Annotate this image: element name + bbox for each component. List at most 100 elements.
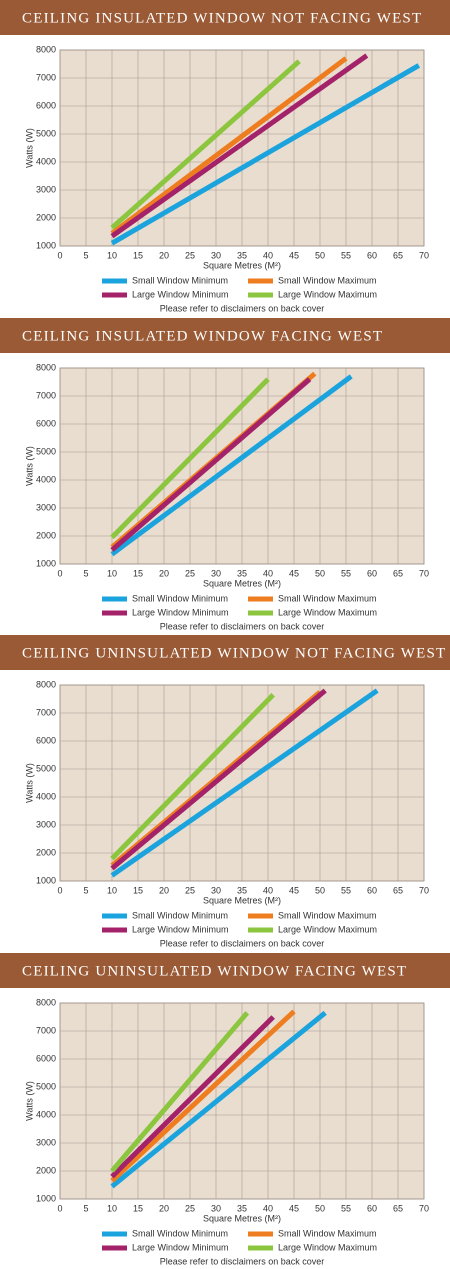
x-tick-label: 45 <box>289 568 299 578</box>
y-tick-label: 3000 <box>36 819 56 829</box>
y-tick-label: 2000 <box>36 212 56 222</box>
series-line <box>110 1010 327 1189</box>
x-tick-label: 5 <box>83 568 88 578</box>
x-tick-label: 20 <box>159 885 169 895</box>
series-line <box>110 377 312 552</box>
x-tick-label: 15 <box>133 885 143 895</box>
x-tick-label: 10 <box>107 1203 117 1213</box>
y-tick-label: 4000 <box>36 474 56 484</box>
x-axis-label: Square Metres (M²) <box>203 1213 281 1223</box>
x-tick-label: 45 <box>289 250 299 260</box>
x-axis-label: Square Metres (M²) <box>203 260 281 270</box>
x-tick-label: 5 <box>83 250 88 260</box>
x-tick-label: 65 <box>393 250 403 260</box>
x-tick-label: 0 <box>57 885 62 895</box>
chart-title: CEILING UNINSULATED WINDOW FACING WEST <box>22 963 407 979</box>
x-tick-label: 55 <box>341 568 351 578</box>
x-tick-label: 60 <box>367 1203 377 1213</box>
x-tick-label: 40 <box>263 885 273 895</box>
chart-note: Please refer to disclaimers on back cove… <box>160 1256 325 1266</box>
legend-label: Small Window Maximum <box>278 910 377 920</box>
x-tick-label: 15 <box>133 568 143 578</box>
legend-label: Large Window Maximum <box>278 1242 377 1252</box>
x-tick-label: 10 <box>107 568 117 578</box>
x-tick-label: 50 <box>315 250 325 260</box>
x-tick-label: 45 <box>289 1203 299 1213</box>
x-tick-label: 20 <box>159 250 169 260</box>
x-tick-label: 35 <box>237 568 247 578</box>
y-tick-label: 4000 <box>36 1109 56 1119</box>
legend-label: Large Window Minimum <box>132 607 229 617</box>
y-axis-label: Watts (W) <box>24 128 34 168</box>
x-tick-label: 15 <box>133 1203 143 1213</box>
legend-label: Small Window Maximum <box>278 593 377 603</box>
x-tick-label: 20 <box>159 1203 169 1213</box>
y-tick-label: 6000 <box>36 1053 56 1063</box>
series-line <box>110 1015 275 1179</box>
x-tick-label: 30 <box>211 1203 221 1213</box>
x-tick-label: 25 <box>185 568 195 578</box>
y-tick-label: 1000 <box>36 558 56 568</box>
y-tick-label: 6000 <box>36 418 56 428</box>
y-tick-label: 5000 <box>36 1081 56 1091</box>
legend-label: Small Window Minimum <box>132 910 228 920</box>
x-tick-label: 30 <box>211 885 221 895</box>
y-tick-label: 7000 <box>36 72 56 82</box>
x-tick-label: 60 <box>367 568 377 578</box>
x-tick-label: 0 <box>57 568 62 578</box>
legend-label: Small Window Minimum <box>132 275 228 285</box>
y-axis-label: Watts (W) <box>24 1081 34 1121</box>
legend-label: Large Window Maximum <box>278 607 377 617</box>
y-tick-label: 4000 <box>36 156 56 166</box>
x-tick-label: 70 <box>419 250 429 260</box>
x-tick-label: 60 <box>367 885 377 895</box>
y-tick-label: 1000 <box>36 1193 56 1203</box>
legend-label: Small Window Minimum <box>132 593 228 603</box>
chart-title: CEILING UNINSULATED WINDOW NOT FACING WE… <box>22 645 446 661</box>
x-tick-label: 5 <box>83 1203 88 1213</box>
series-line <box>110 688 379 878</box>
x-tick-label: 70 <box>419 885 429 895</box>
y-tick-label: 8000 <box>36 362 56 372</box>
legend-label: Large Window Maximum <box>278 924 377 934</box>
x-tick-label: 25 <box>185 250 195 260</box>
legend-label: Large Window Minimum <box>132 289 229 299</box>
x-tick-label: 0 <box>57 1203 62 1213</box>
y-tick-label: 3000 <box>36 1137 56 1147</box>
y-tick-label: 8000 <box>36 44 56 54</box>
chart-note: Please refer to disclaimers on back cove… <box>160 621 325 631</box>
legend-label: Large Window Maximum <box>278 289 377 299</box>
legend-label: Small Window Maximum <box>278 275 377 285</box>
x-tick-label: 70 <box>419 1203 429 1213</box>
y-tick-label: 5000 <box>36 763 56 773</box>
y-tick-label: 2000 <box>36 530 56 540</box>
series-line <box>110 377 270 540</box>
y-tick-label: 1000 <box>36 240 56 250</box>
x-tick-label: 55 <box>341 885 351 895</box>
chart-note: Please refer to disclaimers on back cove… <box>160 938 325 948</box>
y-tick-label: 3000 <box>36 184 56 194</box>
y-tick-label: 7000 <box>36 1025 56 1035</box>
x-tick-label: 10 <box>107 250 117 260</box>
header-band <box>0 635 450 670</box>
legend-label: Large Window Minimum <box>132 1242 229 1252</box>
series-line <box>110 374 353 557</box>
series-line <box>110 693 275 861</box>
x-tick-label: 10 <box>107 885 117 895</box>
legend-label: Small Window Minimum <box>132 1228 228 1238</box>
x-axis-label: Square Metres (M²) <box>203 578 281 588</box>
x-axis-label: Square Metres (M²) <box>203 895 281 905</box>
y-tick-label: 7000 <box>36 390 56 400</box>
x-tick-label: 20 <box>159 568 169 578</box>
x-tick-label: 25 <box>185 885 195 895</box>
x-tick-label: 15 <box>133 250 143 260</box>
y-tick-label: 5000 <box>36 446 56 456</box>
series-line <box>110 53 369 239</box>
x-tick-label: 70 <box>419 568 429 578</box>
chart-note: Please refer to disclaimers on back cove… <box>160 303 325 313</box>
y-tick-label: 8000 <box>36 679 56 689</box>
x-tick-label: 50 <box>315 568 325 578</box>
x-tick-label: 60 <box>367 250 377 260</box>
series-line <box>110 63 421 246</box>
